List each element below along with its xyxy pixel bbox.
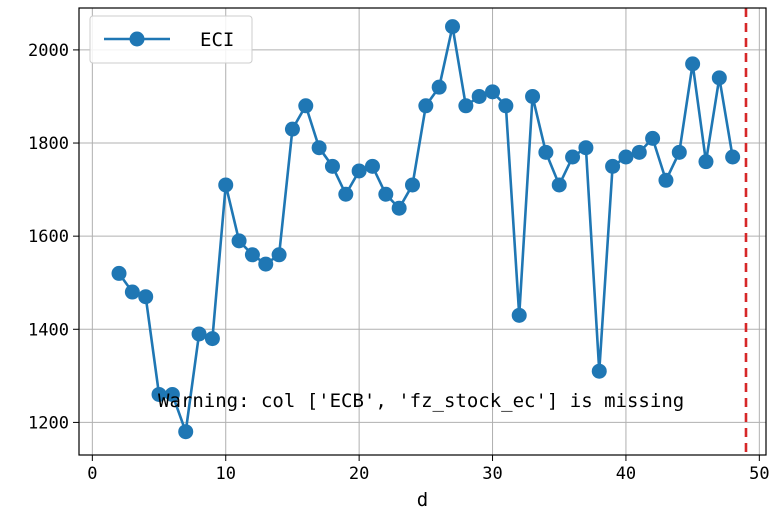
data-point-10 <box>218 177 234 193</box>
data-point-5 <box>151 386 167 402</box>
data-point-45 <box>685 56 701 72</box>
grid <box>79 8 766 455</box>
data-point-9 <box>204 331 220 347</box>
data-point-43 <box>658 172 674 188</box>
data-point-13 <box>258 256 274 272</box>
data-point-39 <box>605 158 621 174</box>
x-tick-label-30: 30 <box>482 464 502 484</box>
y-tick-label-2000: 2000 <box>28 41 69 61</box>
data-point-2 <box>111 265 127 281</box>
data-point-3 <box>124 284 140 300</box>
data-point-28 <box>458 98 474 114</box>
plot-frame <box>78 7 767 456</box>
series-line-0 <box>117 25 734 434</box>
x-tick-label-20: 20 <box>349 464 369 484</box>
data-point-11 <box>231 233 247 249</box>
data-point-16 <box>298 98 314 114</box>
data-point-42 <box>645 130 661 146</box>
data-point-18 <box>324 158 340 174</box>
legend-box <box>89 15 253 64</box>
data-point-8 <box>191 326 207 342</box>
data-point-6 <box>164 386 180 402</box>
x-tick-label-0: 0 <box>87 464 97 484</box>
y-tick-label-1800: 1800 <box>28 134 69 154</box>
data-point-37 <box>578 140 594 156</box>
data-point-30 <box>485 84 501 100</box>
data-point-32 <box>511 307 527 323</box>
data-point-47 <box>711 70 727 86</box>
legend-marker <box>129 31 145 47</box>
data-point-14 <box>271 247 287 263</box>
data-point-48 <box>725 149 741 165</box>
data-point-23 <box>391 200 407 216</box>
x-tick-label-50: 50 <box>749 464 769 484</box>
data-point-26 <box>431 79 447 95</box>
x-axis-label: d <box>417 489 428 511</box>
data-point-41 <box>631 144 647 160</box>
data-point-35 <box>551 177 567 193</box>
data-point-7 <box>178 424 194 440</box>
y-tick-label-1400: 1400 <box>28 320 69 340</box>
data-point-19 <box>338 186 354 202</box>
data-point-44 <box>671 144 687 160</box>
data-point-46 <box>698 154 714 170</box>
data-point-22 <box>378 186 394 202</box>
legend-label-eci: ECI <box>200 29 234 51</box>
data-point-40 <box>618 149 634 165</box>
data-point-27 <box>445 19 461 35</box>
data-point-17 <box>311 140 327 156</box>
data-point-15 <box>284 121 300 137</box>
data-point-4 <box>138 289 154 305</box>
warning-annotation: Warning: col ['ECB', 'fz_stock_ec'] is m… <box>158 390 684 412</box>
data-point-25 <box>418 98 434 114</box>
data-point-33 <box>525 88 541 104</box>
series-layer <box>111 19 741 440</box>
data-point-34 <box>538 144 554 160</box>
data-point-24 <box>404 177 420 193</box>
y-tick-label-1600: 1600 <box>28 227 69 247</box>
data-point-29 <box>471 88 487 104</box>
data-point-12 <box>244 247 260 263</box>
data-point-36 <box>565 149 581 165</box>
data-point-38 <box>591 363 607 379</box>
x-tick-label-10: 10 <box>215 464 235 484</box>
x-tick-label-40: 40 <box>616 464 636 484</box>
legend: ECI <box>89 15 253 64</box>
y-tick-label-1200: 1200 <box>28 413 69 433</box>
ticks: 0 10 20 30 40 50 1200 1400 1600 1800 2000 <box>28 41 769 484</box>
data-point-21 <box>364 158 380 174</box>
data-point-31 <box>498 98 514 114</box>
data-point-20 <box>351 163 367 179</box>
